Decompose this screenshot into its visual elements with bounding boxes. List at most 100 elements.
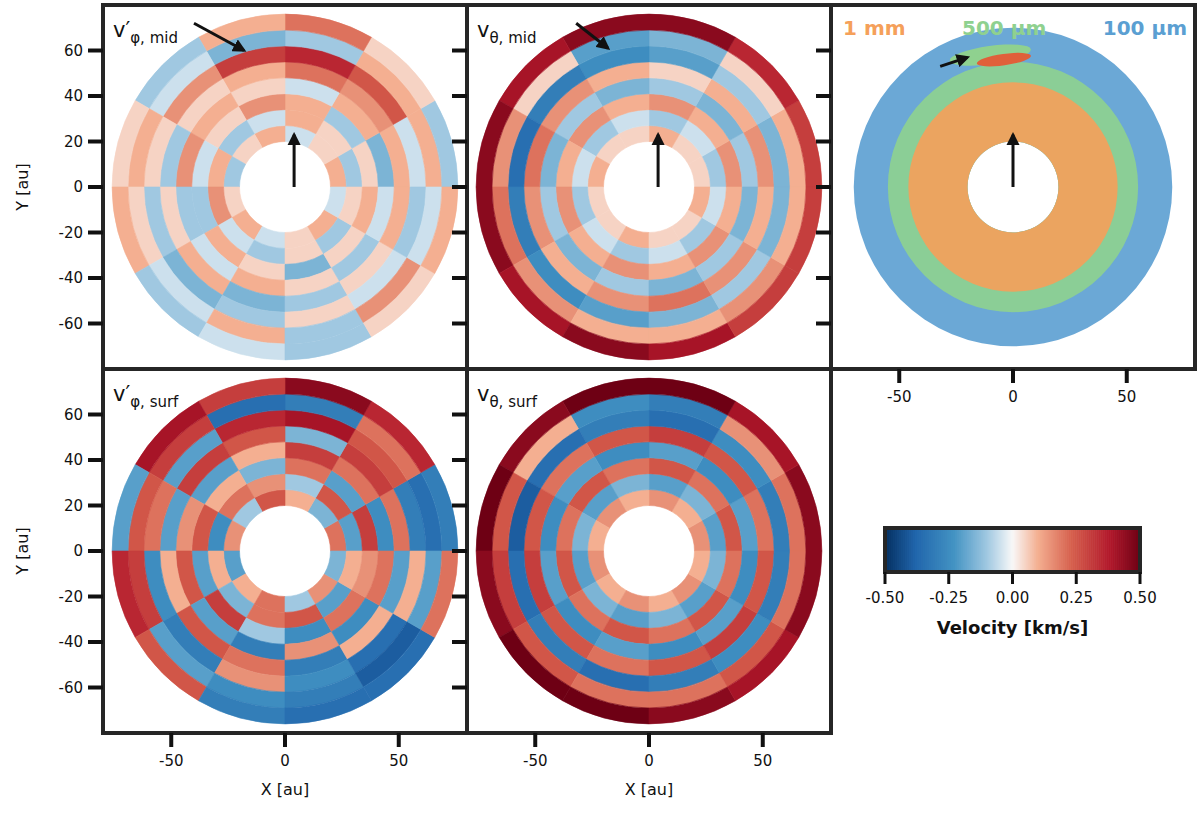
heatmap-cell: [112, 187, 149, 273]
heatmap-cell: [421, 551, 458, 637]
y-tick: [88, 640, 103, 644]
y-tick: [452, 640, 467, 644]
panel-title: v′φ, mid: [113, 18, 178, 47]
y-tick: [816, 322, 831, 326]
heatmap-cell: [476, 101, 513, 187]
legend-entry: 500 μm: [962, 16, 1046, 40]
y-tick: [88, 49, 103, 53]
colorbar-tick-label: 0.00: [996, 589, 1029, 607]
y-tick-label: 60: [64, 42, 83, 60]
y-tick-label: -60: [59, 679, 84, 697]
heatmap-cell: [363, 265, 434, 336]
x-tick-label: 50: [753, 752, 772, 770]
heatmap-cell: [135, 629, 206, 700]
panel-title: v′φ, surf: [113, 382, 179, 411]
particle-ring: [908, 82, 1117, 291]
x-tick: [283, 733, 287, 747]
heatmap-cell: [499, 629, 570, 700]
y-tick: [88, 322, 103, 326]
heatmap-cell: [199, 687, 285, 724]
heatmap-cell: [476, 551, 513, 637]
arrow: [576, 23, 608, 48]
y-tick-label: -40: [59, 269, 84, 287]
heatmap-cell: [785, 465, 822, 551]
arrow: [293, 135, 296, 187]
heatmap-cell: [199, 378, 285, 415]
panel: -50050X [au]vθ, surf: [452, 369, 831, 799]
panel-title: vθ, mid: [477, 18, 536, 47]
heatmap-cell: [785, 551, 822, 637]
x-tick-label: 0: [644, 752, 654, 770]
dust-clump: [948, 40, 1032, 69]
particle-ring: [854, 28, 1173, 347]
heatmap-cell: [649, 687, 735, 724]
figure: -60-40-200204060Y [au]v′φ, midvθ, mid-50…: [0, 0, 1200, 813]
x-tick-label: -50: [159, 752, 184, 770]
panel-title-subscript: θ, surf: [489, 393, 537, 411]
heatmap-cell: [135, 265, 206, 336]
y-tick: [452, 140, 467, 144]
panel-background: [103, 5, 467, 369]
heatmap-cell: [112, 101, 149, 187]
heatmap-cell: [112, 551, 149, 637]
y-tick: [452, 322, 467, 326]
y-tick: [452, 276, 467, 280]
y-tick: [452, 686, 467, 690]
heatmap-cell: [421, 187, 458, 273]
heatmap-cell: [499, 265, 570, 336]
heatmap-cell: [285, 378, 371, 415]
x-tick: [1011, 369, 1015, 383]
colorbar-tick: [1139, 572, 1142, 584]
heatmap-cell: [727, 265, 798, 336]
y-tick-label: -60: [59, 315, 84, 333]
y-tick: [88, 140, 103, 144]
y-tick: [88, 504, 103, 508]
y-tick: [452, 185, 467, 189]
arrow: [657, 135, 660, 187]
panel-frame: [467, 369, 831, 733]
panel-title-subscript: φ, surf: [130, 393, 179, 411]
x-tick-label: 0: [1008, 388, 1018, 406]
y-tick: [816, 231, 831, 235]
y-tick-label: -20: [59, 224, 84, 242]
panel-frame: [103, 5, 467, 369]
x-tick-label: -50: [523, 752, 548, 770]
x-tick-label: 50: [389, 752, 408, 770]
plot-area: [112, 14, 458, 360]
colorbar-frame: [885, 528, 1140, 572]
y-tick: [452, 549, 467, 553]
heatmap-cell: [285, 323, 371, 360]
plot-area: [112, 378, 458, 724]
y-tick: [88, 595, 103, 599]
panel: vθ, mid: [452, 5, 831, 369]
plot-area: [854, 28, 1173, 347]
y-axis-title: Y [au]: [13, 163, 32, 211]
y-tick: [452, 504, 467, 508]
plot-area: [476, 378, 822, 724]
y-tick-label: 20: [64, 497, 83, 515]
heatmap-cell: [563, 687, 649, 724]
x-tick: [761, 733, 765, 747]
y-tick: [88, 686, 103, 690]
colorbar-tick-label: -0.25: [929, 589, 968, 607]
x-tick: [1125, 369, 1129, 383]
x-tick-label: -50: [887, 388, 912, 406]
heatmap-cell: [727, 629, 798, 700]
dust-clump: [976, 50, 1032, 69]
heatmap-cell: [785, 101, 822, 187]
y-tick: [88, 185, 103, 189]
y-tick-label: 0: [73, 178, 83, 196]
y-tick-label: -20: [59, 588, 84, 606]
arrow: [1012, 135, 1015, 187]
x-tick-label: 50: [1117, 388, 1136, 406]
heatmap-cell: [563, 14, 649, 51]
panel-background: [103, 369, 467, 733]
y-tick-label: 20: [64, 133, 83, 151]
panel-title-subscript: θ, mid: [489, 29, 536, 47]
y-tick: [816, 94, 831, 98]
y-tick: [88, 458, 103, 462]
panel: -500501 mm500 μm100 μm: [816, 5, 1195, 406]
heatmap-cell: [727, 401, 798, 472]
colorbar-tick: [884, 572, 887, 584]
panel-title-subscript: φ, mid: [130, 29, 178, 47]
